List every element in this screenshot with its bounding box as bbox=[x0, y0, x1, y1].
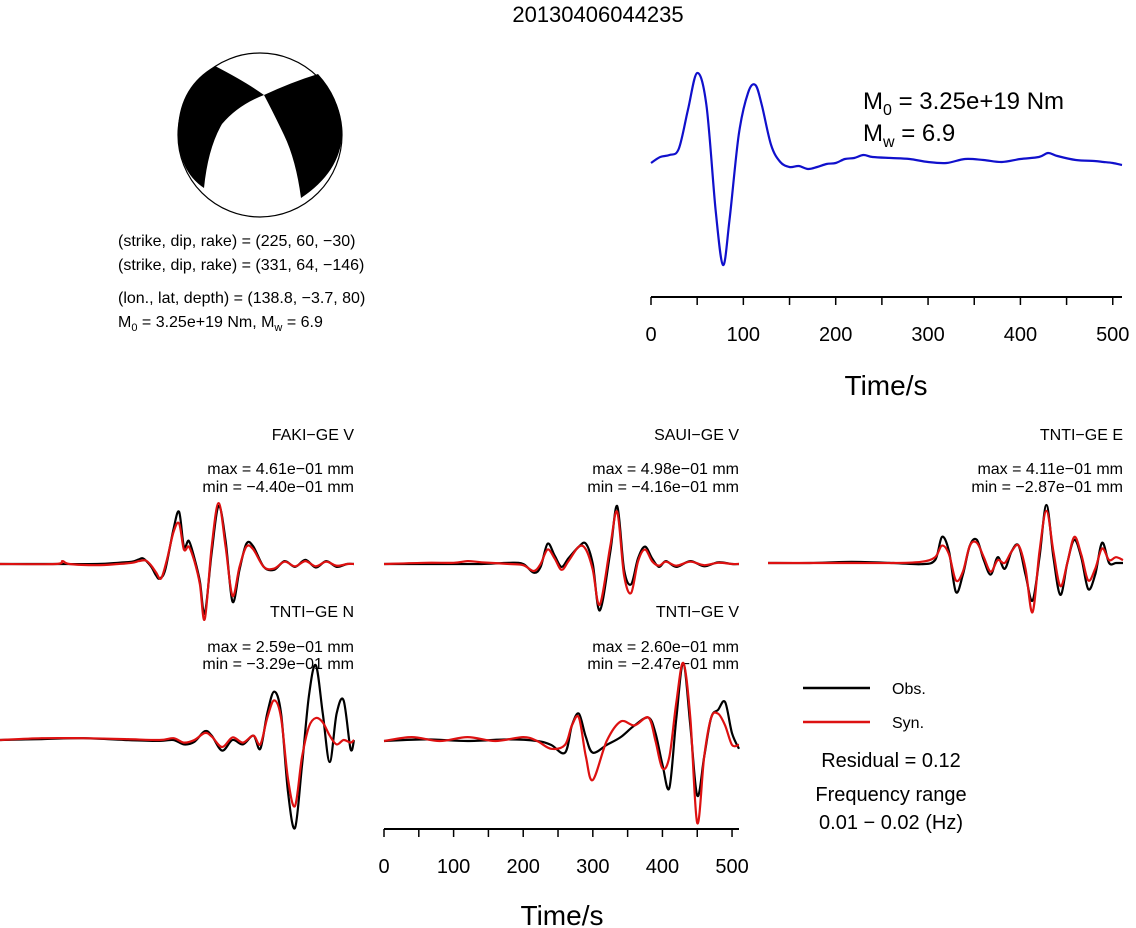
min-label-faki-v: min = −4.40e−01 mm bbox=[202, 479, 354, 496]
figure-title: 20130406044235 bbox=[512, 2, 683, 27]
syn-trace-tnti-e bbox=[767, 509, 1124, 614]
max-label-saui-v: max = 4.98e−01 mm bbox=[592, 461, 739, 478]
residual-label: Residual = 0.12 bbox=[821, 750, 961, 772]
station-label-saui-v: SAUI−GE V bbox=[654, 427, 739, 444]
legend: Obs. Syn. bbox=[803, 681, 926, 732]
waveform-panel-tnti-e: TNTI−GE E max = 4.11e−01 mm min = −2.87e… bbox=[767, 427, 1124, 614]
focal-mechanism-beachball bbox=[177, 52, 343, 218]
stf-time-axis: 0 100 200 300 400 500 bbox=[645, 296, 1129, 346]
frequency-range-value: 0.01 − 0.02 (Hz) bbox=[819, 812, 963, 834]
min-label-tnti-e: min = −2.87e−01 mm bbox=[971, 479, 1123, 496]
stf-tick-label-400: 400 bbox=[1004, 324, 1037, 346]
min-label-tnti-n: min = −3.29e−01 mm bbox=[202, 656, 354, 673]
stf-panel: 0 100 200 300 400 500 Time/s M0 = 3.25e+19 Nm… bbox=[645, 71, 1129, 401]
wave-tick-label-300: 300 bbox=[576, 856, 609, 878]
mechanism-info: (strike, dip, rake) = (225, 60, −30) (st… bbox=[118, 233, 365, 334]
frequency-range-label: Frequency range bbox=[815, 784, 966, 806]
syn-trace-tnti-n bbox=[0, 699, 355, 808]
mechanism-line-1: (strike, dip, rake) = (225, 60, −30) bbox=[118, 233, 355, 250]
mechanism-line-3: (lon., lat, depth) = (138.8, −3.7, 80) bbox=[118, 290, 365, 307]
stf-tick-label-300: 300 bbox=[911, 324, 944, 346]
min-label-tnti-v: min = −2.47e−01 mm bbox=[587, 656, 739, 673]
waveform-axis-title: Time/s bbox=[521, 900, 604, 928]
syn-trace-tnti-v bbox=[383, 661, 740, 825]
syn-trace-faki-v bbox=[0, 501, 355, 621]
legend-syn-label: Syn. bbox=[892, 715, 924, 732]
wave-tick-label-0: 0 bbox=[378, 856, 389, 878]
stf-mw-label: Mw = 6.9 bbox=[863, 120, 955, 151]
station-label-faki-v: FAKI−GE V bbox=[272, 427, 355, 444]
wave-tick-label-100: 100 bbox=[437, 856, 470, 878]
min-label-saui-v: min = −4.16e−01 mm bbox=[587, 479, 739, 496]
stf-curve bbox=[650, 71, 1123, 267]
legend-obs-label: Obs. bbox=[892, 681, 926, 698]
max-label-tnti-n: max = 2.59e−01 mm bbox=[207, 639, 354, 656]
station-label-tnti-v: TNTI−GE V bbox=[656, 604, 739, 621]
wave-tick-label-500: 500 bbox=[715, 856, 748, 878]
stf-tick-label-0: 0 bbox=[645, 324, 656, 346]
stf-m0-label: M0 = 3.25e+19 Nm bbox=[863, 88, 1064, 119]
station-label-tnti-n: TNTI−GE N bbox=[270, 604, 354, 621]
stf-tick-label-500: 500 bbox=[1096, 324, 1129, 346]
wave-tick-label-400: 400 bbox=[646, 856, 679, 878]
wave-tick-label-200: 200 bbox=[507, 856, 540, 878]
station-label-tnti-e: TNTI−GE E bbox=[1040, 427, 1123, 444]
mechanism-line-2: (strike, dip, rake) = (331, 64, −146) bbox=[118, 257, 364, 274]
stf-axis-title: Time/s bbox=[845, 370, 928, 401]
max-label-tnti-e: max = 4.11e−01 mm bbox=[977, 461, 1123, 478]
syn-trace-saui-v bbox=[383, 510, 740, 606]
max-label-faki-v: max = 4.61e−01 mm bbox=[207, 461, 354, 478]
waveform-time-axis: 0 100 200 300 400 500 bbox=[378, 828, 749, 878]
obs-trace-tnti-n bbox=[0, 663, 356, 830]
stf-tick-label-200: 200 bbox=[819, 324, 852, 346]
waveform-panel-faki-v: FAKI−GE V max = 4.61e−01 mm min = −4.40e… bbox=[0, 427, 355, 621]
max-label-tnti-v: max = 2.60e−01 mm bbox=[592, 639, 739, 656]
waveform-panel-tnti-n: TNTI−GE N max = 2.59e−01 mm min = −3.29e… bbox=[0, 604, 356, 830]
waveform-panel-saui-v: SAUI−GE V max = 4.98e−01 mm min = −4.16e… bbox=[383, 427, 740, 612]
obs-trace-tnti-v bbox=[383, 661, 740, 798]
obs-trace-saui-v bbox=[383, 504, 740, 612]
stf-tick-label-100: 100 bbox=[727, 324, 760, 346]
waveform-panel-tnti-v: TNTI−GE V max = 2.60e−01 mm min = −2.47e… bbox=[378, 604, 748, 928]
mechanism-line-4: M0 = 3.25e+19 Nm, Mw = 6.9 bbox=[118, 314, 323, 334]
